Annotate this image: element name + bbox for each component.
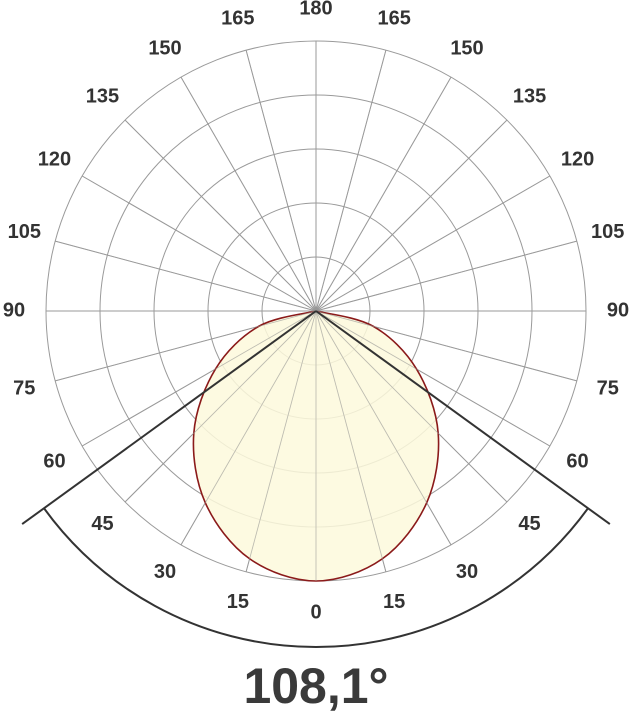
grid-spoke-overlay bbox=[315, 310, 452, 546]
angle-label: 75 bbox=[597, 377, 619, 399]
grid-spoke-overlay bbox=[315, 76, 452, 312]
angle-label: 90 bbox=[607, 299, 629, 321]
angle-label: 165 bbox=[221, 8, 254, 30]
angle-label: 75 bbox=[13, 377, 35, 399]
angle-label: 180 bbox=[299, 0, 332, 19]
angle-label: 15 bbox=[383, 591, 405, 613]
angle-label: 45 bbox=[518, 513, 540, 535]
angle-label: 15 bbox=[227, 591, 249, 613]
grid-spoke-overlay bbox=[315, 310, 508, 503]
grid-spoke-overlay bbox=[81, 175, 317, 312]
grid-spoke-overlay bbox=[315, 240, 577, 312]
plot bbox=[21, 41, 611, 649]
grid-spoke-overlay bbox=[315, 175, 551, 312]
grid-spoke-overlay bbox=[315, 310, 577, 382]
angle-label: 150 bbox=[450, 38, 483, 60]
angle-label: 105 bbox=[591, 221, 624, 243]
grid-spoke-overlay bbox=[81, 310, 317, 447]
angle-label: 135 bbox=[513, 86, 546, 108]
grid-spoke-overlay bbox=[315, 310, 387, 572]
grid-spoke-overlay bbox=[245, 310, 317, 572]
angle-label: 90 bbox=[3, 299, 25, 321]
angle-label: 135 bbox=[86, 86, 119, 108]
grid-spoke-overlay bbox=[315, 50, 387, 312]
grid-spoke-overlay bbox=[124, 310, 317, 503]
grid-spoke-overlay bbox=[55, 310, 317, 382]
angle-label: 45 bbox=[91, 513, 113, 535]
grid-spoke-overlay bbox=[124, 119, 317, 312]
grid-spoke-overlay bbox=[180, 76, 317, 312]
grid-spoke-overlay bbox=[55, 240, 317, 312]
angle-label: 0 bbox=[310, 601, 321, 623]
angle-label: 105 bbox=[8, 221, 41, 243]
grid-spoke-overlay bbox=[180, 310, 317, 546]
angle-label: 150 bbox=[148, 38, 181, 60]
angle-label: 165 bbox=[377, 8, 410, 30]
grid-spoke-overlay bbox=[245, 50, 317, 312]
grid-spoke-overlay bbox=[315, 310, 551, 447]
grid-spoke-overlay bbox=[315, 119, 508, 312]
beam-line bbox=[315, 310, 611, 525]
angle-label: 60 bbox=[566, 450, 588, 472]
angle-label: 30 bbox=[154, 561, 176, 583]
angle-label: 120 bbox=[561, 148, 594, 170]
beam-arc bbox=[43, 507, 589, 649]
beam-angle-label: 108,1° bbox=[243, 658, 388, 714]
angle-label: 30 bbox=[456, 561, 478, 583]
beam-line bbox=[21, 310, 317, 525]
angle-label: 120 bbox=[38, 148, 71, 170]
angle-label: 60 bbox=[43, 450, 65, 472]
